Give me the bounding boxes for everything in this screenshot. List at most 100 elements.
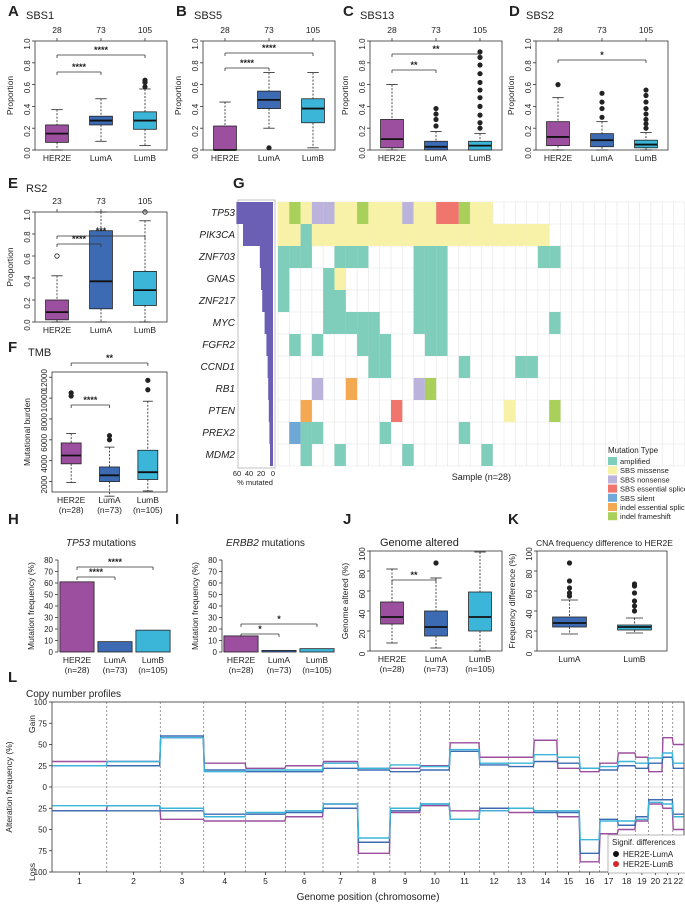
x-tick-label-B: LumA — [258, 153, 281, 163]
mutation-cell-SBS-essential-splice — [436, 202, 448, 224]
x-axis-label-L: Genome position (chromosome) — [297, 892, 440, 903]
y-tick-label-K: 60 — [525, 589, 534, 598]
bar-I-LumB — [299, 648, 335, 653]
panel-title-K: CNA frequency difference to HER2E — [536, 538, 673, 548]
chromosome-label: 17 — [604, 876, 614, 886]
y-tick-label-H: 40 — [44, 602, 53, 611]
outlier-point-C — [477, 87, 483, 93]
sig-label-C: ** — [432, 44, 440, 54]
y-tick-label-L: 100 — [34, 698, 48, 707]
y-tick-label-H: 80 — [44, 556, 53, 565]
outlier-point-D — [599, 105, 605, 112]
mutation-cell-SBS-missense — [345, 224, 358, 246]
outlier-point-D — [555, 82, 561, 88]
outlier-point-A — [142, 84, 148, 90]
x-tick-label-F: (n=73) — [97, 505, 122, 515]
gene-label-ZNF703: ZNF703 — [198, 252, 236, 263]
y-axis-label-I: Mutation frequency (%) — [190, 562, 200, 650]
outlier-point-C — [477, 62, 483, 68]
y-tick-label-K: 40 — [525, 609, 534, 618]
outlier-point-K — [566, 578, 573, 584]
bar-I-LumA — [261, 649, 297, 653]
outlier-point-C — [477, 120, 483, 126]
x-tick-label-J: (n=28) — [380, 664, 405, 674]
panel-label-J: J — [343, 511, 351, 528]
gene-label-GNAS: GNAS — [207, 274, 236, 285]
mutation-cell-SBS-missense — [413, 224, 425, 246]
box-E-HER2E — [45, 299, 69, 321]
mutation-cell-amplified — [413, 246, 425, 268]
group-count-E: 105 — [138, 196, 152, 206]
x-tick-label-D: LumA — [591, 153, 614, 163]
mutation-cell-amplified — [424, 312, 437, 334]
panel-title-B: SBS5 — [194, 10, 222, 22]
mutation-cell-SBS-missense — [470, 202, 482, 224]
y-tick-label-D: 1.0 — [524, 38, 533, 50]
mutation-cell-indel-frameshift — [289, 202, 301, 224]
mutation-cell-SBS-missense — [436, 224, 448, 246]
outlier-point-D — [643, 92, 649, 99]
mutation-cell-amplified — [526, 356, 538, 378]
x-tick-label-C: HER2E — [378, 153, 407, 163]
x-tick-label-A: HER2E — [43, 153, 72, 163]
y-tick-label-A: 0.8 — [23, 60, 32, 72]
legend-swatch-G — [608, 484, 617, 493]
gain-line-HER2E — [52, 737, 684, 773]
bar-H-HER2E — [59, 581, 95, 653]
mutation-cell-amplified — [300, 422, 312, 444]
outlier-point-D — [643, 116, 649, 123]
mutation-cell-amplified — [424, 334, 437, 356]
mutation-cell-SBS-essential-splice — [391, 400, 403, 422]
mutation-cell-amplified — [345, 312, 358, 334]
y-axis-label-C: Proportion — [340, 76, 350, 115]
y-tick-label-F: 2000 — [40, 475, 49, 493]
mutation-cell-SBS-missense — [278, 202, 290, 224]
mutation-cell-amplified — [345, 246, 358, 268]
mutation-cell-SBS-missense — [334, 268, 346, 290]
y-tick-label-H: 70 — [44, 568, 53, 577]
y-tick-label-B: 0.6 — [191, 81, 200, 93]
y-tick-label-L: 50 — [38, 741, 47, 750]
mutation-cell-amplified — [458, 422, 471, 444]
panel-label-A: A — [8, 3, 19, 20]
y-tick-label-H: 30 — [44, 614, 53, 623]
x-tick-label-F: LumA — [98, 495, 121, 505]
mutation-cell-SBS-missense — [447, 224, 459, 246]
percent-mutated-bar-ZNF703 — [259, 246, 273, 268]
x-tick-label-H: (n=73) — [103, 665, 128, 675]
outlier-point-E — [54, 253, 60, 259]
heatmap-x-label: Sample (n=28) — [452, 472, 511, 482]
sig-label-F: **** — [83, 395, 98, 405]
chromosome-label: 22 — [674, 876, 684, 886]
x-tick-label-K: LumB — [623, 654, 646, 664]
sig-label-A: **** — [72, 62, 87, 72]
legend-swatch-G — [608, 512, 617, 521]
outlier-point-F — [145, 377, 151, 383]
percent-axis-tick: 60 — [233, 469, 241, 478]
chromosome-label: 18 — [622, 876, 632, 886]
box-F-LumB — [137, 449, 159, 480]
gene-label-RB1: RB1 — [216, 384, 235, 395]
group-count-C: 73 — [431, 25, 441, 35]
outlier-point-D — [643, 125, 649, 131]
sig-label-I: * — [258, 624, 262, 634]
mutation-cell-SBS-missense — [424, 202, 437, 224]
group-count-D: 73 — [597, 25, 607, 35]
y-tick-label-D: 0.6 — [524, 81, 533, 93]
outlier-point-C — [477, 125, 483, 131]
x-tick-label-E: HER2E — [43, 325, 72, 335]
outlier-point-K — [566, 590, 573, 596]
chromosome-label: 19 — [637, 876, 647, 886]
box-J-LumA — [424, 610, 448, 637]
percent-axis-tick: 40 — [245, 469, 253, 478]
outlier-point-C — [433, 116, 439, 123]
outlier-point-C — [477, 49, 483, 55]
chromosome-label: 10 — [430, 876, 440, 886]
x-tick-label-J: (n=73) — [424, 664, 449, 674]
mutation-cell-SBS-missense — [311, 224, 324, 246]
panel-label-H: H — [8, 511, 19, 528]
x-tick-label-J: LumA — [425, 654, 448, 664]
outlier-point-C — [477, 95, 483, 101]
group-count-E: 73 — [96, 196, 106, 206]
outlier-point-D — [643, 121, 649, 127]
